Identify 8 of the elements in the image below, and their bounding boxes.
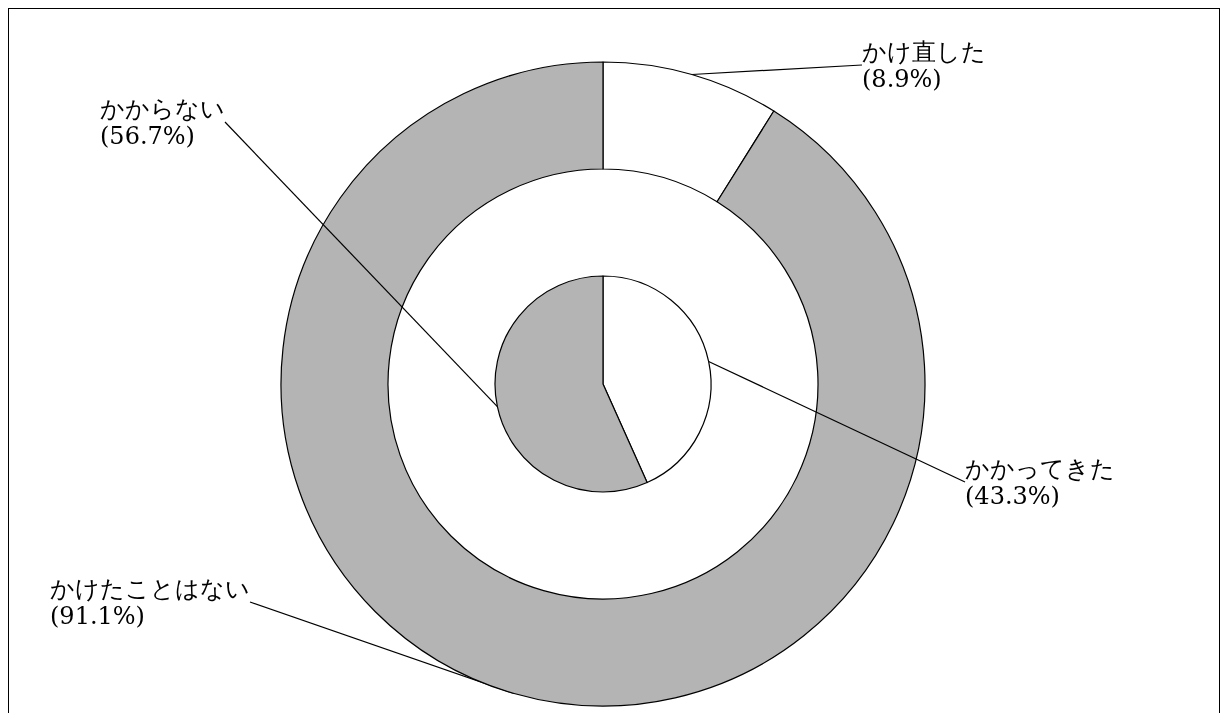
- slice-label: かからない: [100, 94, 225, 123]
- data-label: (43.3%): [965, 481, 1060, 510]
- slice-label: かけ直した: [862, 37, 986, 66]
- slice-label: かかってきた: [965, 454, 1115, 483]
- data-label: (8.9%): [862, 64, 942, 93]
- data-label: (91.1%): [50, 601, 145, 630]
- data-label: (56.7%): [100, 121, 195, 150]
- slice-label: かけたことはない: [50, 574, 250, 603]
